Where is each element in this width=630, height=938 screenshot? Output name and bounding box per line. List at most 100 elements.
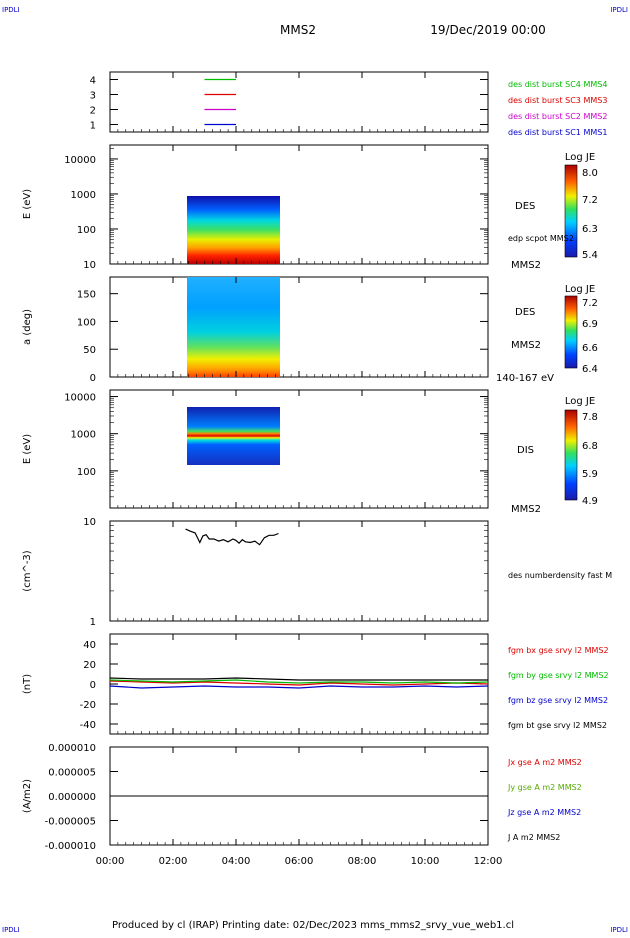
dis-energy-colorbar-tick: 5.9 <box>582 469 598 480</box>
dis-energy-spectrogram <box>187 407 280 465</box>
des-energy-y-axis-label: E (eV) <box>22 189 33 219</box>
des-energy-colorbar-tick: 7.2 <box>582 195 598 206</box>
spacecraft-title: MMS2 <box>280 23 316 37</box>
density-legend-entry: des numberdensity fast M <box>508 571 612 580</box>
date-title: 19/Dec/2019 00:00 <box>430 23 546 37</box>
current-density-legend-entry: Jx gse A m2 MMS2 <box>507 758 582 767</box>
y-tick-label: 4 <box>90 76 96 87</box>
des-energy-colorbar <box>564 164 578 258</box>
density-panel-frame <box>109 520 489 622</box>
dis-energy-colorbar <box>564 409 578 501</box>
dynamic-marks: 00:00 02:00 04:00 06:00 08:00 10:00 12:00 1 2 3 4 1… <box>45 72 612 867</box>
des-pitch-colorbar-tick: 7.2 <box>582 298 598 309</box>
y-tick-label: -20 <box>80 700 96 711</box>
des-pitch-panel-frame <box>109 276 489 378</box>
des-pitch-spectrogram <box>187 277 280 377</box>
coverage-panel-frame <box>109 71 489 133</box>
des-pitch-instrument-label: DES <box>515 307 535 318</box>
density-y-axis-label: (cm^-3) <box>22 550 33 591</box>
dis-energy-sc-label: MMS2 <box>511 504 541 515</box>
y-tick-label: 50 <box>83 345 96 356</box>
coverage-legend-entry: des dist burst SC4 MMS4 <box>508 80 607 89</box>
des-pitch-colorbar <box>564 295 578 369</box>
time-tick-label: 04:00 <box>222 856 251 867</box>
dis-energy-y-axis-label: E (eV) <box>22 434 33 464</box>
magnetic-field-series-line <box>109 680 489 686</box>
corner-label-tl: IPDLI <box>2 6 20 14</box>
dis-energy-colorbar-tick: 6.8 <box>582 441 598 452</box>
y-tick-label: 0.000010 <box>48 743 96 754</box>
des-energy-colorbar-title: Log JE <box>565 152 595 163</box>
current-density-legend-entry: J A m2 MMS2 <box>507 833 560 842</box>
y-tick-label: 20 <box>83 660 96 671</box>
footer-credits: Produced by cl (IRAP) Printing date: 02/… <box>112 920 514 931</box>
des-energy-colorbar-tick: 5.4 <box>582 250 598 261</box>
magnetic-field-y-axis-label: (nT) <box>22 674 33 694</box>
y-tick-label: 10 <box>83 260 96 271</box>
y-tick-label: 150 <box>77 290 96 301</box>
des-energy-sc-label: MMS2 <box>511 260 541 271</box>
time-tick-label: 08:00 <box>348 856 377 867</box>
dis-energy-colorbar-tick: 4.9 <box>582 496 598 507</box>
des-pitch-y-axis-label: a (deg) <box>22 309 33 345</box>
magnetic-field-legend-entry: fgm bt gse srvy l2 MMS2 <box>508 721 607 730</box>
y-tick-label: 1000 <box>71 430 96 441</box>
y-tick-label: 1 <box>90 617 96 628</box>
y-tick-label: -0.000010 <box>45 841 96 852</box>
des-pitch-colorbar-tick: 6.6 <box>582 343 598 354</box>
y-tick-label: 100 <box>77 225 96 236</box>
density-series-line <box>185 528 279 546</box>
magnetic-field-legend-entry: fgm by gse srvy l2 MMS2 <box>508 671 609 680</box>
des-energy-overlay-label: edp scpot MMS2 <box>508 234 574 243</box>
des-pitch-sc-label: MMS2 <box>511 340 541 351</box>
magnetic-field-series-line <box>109 677 488 681</box>
y-tick-label: 100 <box>77 467 96 478</box>
time-tick-label: 10:00 <box>411 856 440 867</box>
des-energy-spectrogram <box>187 196 280 264</box>
magnetic-field-legend-entry: fgm bz gse srvy l2 MMS2 <box>508 696 608 705</box>
y-tick-label: 10000 <box>64 155 96 166</box>
y-tick-label: -40 <box>80 720 96 731</box>
des-pitch-colorbar-tick: 6.4 <box>582 364 598 375</box>
des-energy-panel-frame <box>109 144 489 265</box>
y-tick-label: 10000 <box>64 393 96 404</box>
des-energy-colorbar-tick: 6.3 <box>582 224 598 235</box>
dis-energy-colorbar-tick: 7.8 <box>582 412 598 423</box>
current-density-legend-entry: Jz gse A m2 MMS2 <box>507 808 581 817</box>
time-tick-label: 12:00 <box>474 856 503 867</box>
dis-energy-instrument-label: DIS <box>517 445 534 456</box>
y-tick-label: 1000 <box>71 190 96 201</box>
magnetic-field-series-line <box>109 685 489 689</box>
magnetic-field-legend-entry: fgm bx gse srvy l2 MMS2 <box>508 646 609 655</box>
corner-label-tr: IPDLI <box>610 6 628 14</box>
des-energy-colorbar-tick: 8.0 <box>582 168 598 179</box>
dis-energy-panel-frame <box>109 389 489 509</box>
y-tick-label: 40 <box>83 640 96 651</box>
y-tick-label: 0 <box>90 373 96 384</box>
des-pitch-energy-range: 140-167 eV <box>496 373 554 384</box>
y-tick-label: 1 <box>90 121 96 132</box>
des-pitch-colorbar-title: Log JE <box>565 284 595 295</box>
coverage-legend-entry: des dist burst SC3 MMS3 <box>508 96 607 105</box>
y-tick-label: 10 <box>83 517 96 528</box>
des-pitch-colorbar-tick: 6.9 <box>582 319 598 330</box>
y-tick-label: 0 <box>90 680 96 691</box>
y-tick-label: 0.000005 <box>48 768 96 779</box>
y-tick-label: 3 <box>90 91 96 102</box>
magnetic-field-series-line <box>109 679 489 684</box>
y-tick-label: 2 <box>90 106 96 117</box>
current-density-y-axis-label: (A/m2) <box>22 779 33 813</box>
time-tick-label: 02:00 <box>159 856 188 867</box>
coverage-legend-entry: des dist burst SC2 MMS2 <box>508 112 607 121</box>
coverage-legend-entry: des dist burst SC1 MMS1 <box>508 128 607 137</box>
current-density-legend-entry: Jy gse A m2 MMS2 <box>507 783 582 792</box>
corner-label-bl: IPDLI <box>2 926 20 934</box>
y-tick-label: 0.000000 <box>48 792 96 803</box>
y-tick-label: -0.000005 <box>45 817 96 828</box>
des-energy-instrument-label: DES <box>515 201 535 212</box>
time-tick-label: 00:00 <box>96 856 125 867</box>
time-tick-label: 06:00 <box>285 856 314 867</box>
dis-energy-colorbar-title: Log JE <box>565 396 595 407</box>
corner-label-br: IPDLI <box>610 926 628 934</box>
